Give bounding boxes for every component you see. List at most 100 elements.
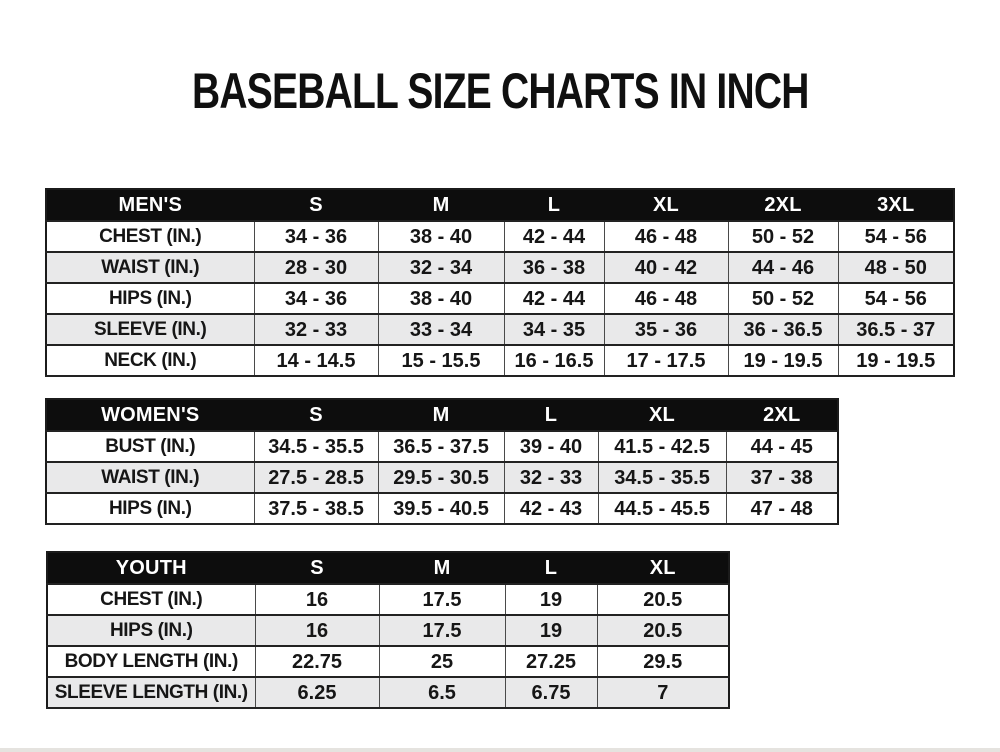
header-row: WOMEN'S S M L XL 2XL bbox=[45, 398, 839, 432]
value-cell: 6.75 bbox=[504, 676, 598, 709]
value-cell: 50 - 52 bbox=[727, 220, 839, 253]
value-cell: 47 - 48 bbox=[725, 492, 839, 525]
value-cell: 15 - 15.5 bbox=[377, 344, 505, 377]
value-cell: 37 - 38 bbox=[725, 461, 839, 494]
value-cell: 17.5 bbox=[378, 583, 506, 616]
value-cell: 6.5 bbox=[378, 676, 506, 709]
value-cell: 17 - 17.5 bbox=[603, 344, 729, 377]
value-cell: 34 - 36 bbox=[253, 220, 379, 253]
size-header-cell: M bbox=[377, 188, 505, 222]
table-row: CHEST (IN.) 16 17.5 19 20.5 bbox=[46, 583, 730, 616]
size-header-cell: M bbox=[377, 398, 505, 432]
value-cell: 46 - 48 bbox=[603, 220, 729, 253]
header-row: MEN'S S M L XL 2XL 3XL bbox=[45, 188, 955, 222]
value-cell: 42 - 43 bbox=[503, 492, 599, 525]
size-header-cell: L bbox=[504, 551, 598, 585]
value-cell: 36.5 - 37.5 bbox=[377, 430, 505, 463]
row-label-cell: SLEEVE (IN.) bbox=[45, 313, 255, 346]
header-row: YOUTH S M L XL bbox=[46, 551, 730, 585]
row-label-cell: CHEST (IN.) bbox=[45, 220, 255, 253]
size-header-cell: 2XL bbox=[727, 188, 839, 222]
value-cell: 34.5 - 35.5 bbox=[253, 430, 379, 463]
value-cell: 19 bbox=[504, 583, 598, 616]
value-cell: 42 - 44 bbox=[503, 282, 605, 315]
bottom-edge-strip bbox=[0, 748, 1000, 752]
value-cell: 54 - 56 bbox=[837, 220, 955, 253]
size-header-cell: 3XL bbox=[837, 188, 955, 222]
value-cell: 25 bbox=[378, 645, 506, 678]
value-cell: 44 - 46 bbox=[727, 251, 839, 284]
value-cell: 19 - 19.5 bbox=[837, 344, 955, 377]
size-header-cell: S bbox=[253, 188, 379, 222]
value-cell: 17.5 bbox=[378, 614, 506, 647]
value-cell: 34 - 36 bbox=[253, 282, 379, 315]
value-cell: 16 bbox=[254, 583, 380, 616]
value-cell: 54 - 56 bbox=[837, 282, 955, 315]
value-cell: 28 - 30 bbox=[253, 251, 379, 284]
table-row: WAIST (IN.) 28 - 30 32 - 34 36 - 38 40 - 42 4… bbox=[45, 251, 955, 284]
size-header-cell: XL bbox=[603, 188, 729, 222]
value-cell: 38 - 40 bbox=[377, 220, 505, 253]
value-cell: 34.5 - 35.5 bbox=[597, 461, 727, 494]
row-label-cell: WAIST (IN.) bbox=[45, 461, 255, 494]
table-row: HIPS (IN.) 37.5 - 38.5 39.5 - 40.5 42 - 43 4… bbox=[45, 492, 839, 525]
value-cell: 16 bbox=[254, 614, 380, 647]
value-cell: 29.5 bbox=[596, 645, 730, 678]
table-row: HIPS (IN.) 34 - 36 38 - 40 42 - 44 46 - 48 50… bbox=[45, 282, 955, 315]
value-cell: 38 - 40 bbox=[377, 282, 505, 315]
value-cell: 14 - 14.5 bbox=[253, 344, 379, 377]
row-label-cell: BUST (IN.) bbox=[45, 430, 255, 463]
value-cell: 32 - 34 bbox=[377, 251, 505, 284]
page-title: BASEBALL SIZE CHARTS IN INCH bbox=[191, 63, 809, 119]
row-label-cell: WAIST (IN.) bbox=[45, 251, 255, 284]
size-header-cell: S bbox=[254, 551, 380, 585]
value-cell: 36 - 38 bbox=[503, 251, 605, 284]
table-title-cell: MEN'S bbox=[45, 188, 255, 222]
value-cell: 34 - 35 bbox=[503, 313, 605, 346]
table-title-cell: YOUTH bbox=[46, 551, 256, 585]
value-cell: 39.5 - 40.5 bbox=[377, 492, 505, 525]
value-cell: 37.5 - 38.5 bbox=[253, 492, 379, 525]
value-cell: 19 - 19.5 bbox=[727, 344, 839, 377]
table-row: NECK (IN.) 14 - 14.5 15 - 15.5 16 - 16.5 17 … bbox=[45, 344, 955, 377]
value-cell: 33 - 34 bbox=[377, 313, 505, 346]
value-cell: 29.5 - 30.5 bbox=[377, 461, 505, 494]
womens-size-table: WOMEN'S S M L XL 2XL BUST (IN.) 34.5 - 35.5 36.5… bbox=[45, 398, 839, 525]
size-header-cell: S bbox=[253, 398, 379, 432]
value-cell: 7 bbox=[596, 676, 730, 709]
title-wrap: BASEBALL SIZE CHARTS IN INCH bbox=[0, 62, 1000, 120]
row-label-cell: HIPS (IN.) bbox=[45, 492, 255, 525]
row-label-cell: SLEEVE LENGTH (IN.) bbox=[46, 676, 256, 709]
table-row: BUST (IN.) 34.5 - 35.5 36.5 - 37.5 39 - 40 4… bbox=[45, 430, 839, 463]
row-label-cell: HIPS (IN.) bbox=[45, 282, 255, 315]
row-label-cell: HIPS (IN.) bbox=[46, 614, 256, 647]
value-cell: 36 - 36.5 bbox=[727, 313, 839, 346]
value-cell: 27.25 bbox=[504, 645, 598, 678]
value-cell: 39 - 40 bbox=[503, 430, 599, 463]
size-header-cell: XL bbox=[596, 551, 730, 585]
value-cell: 20.5 bbox=[596, 583, 730, 616]
value-cell: 44.5 - 45.5 bbox=[597, 492, 727, 525]
size-header-cell: XL bbox=[597, 398, 727, 432]
value-cell: 50 - 52 bbox=[727, 282, 839, 315]
value-cell: 16 - 16.5 bbox=[503, 344, 605, 377]
value-cell: 36.5 - 37 bbox=[837, 313, 955, 346]
value-cell: 48 - 50 bbox=[837, 251, 955, 284]
size-header-cell: 2XL bbox=[725, 398, 839, 432]
table-title-cell: WOMEN'S bbox=[45, 398, 255, 432]
value-cell: 32 - 33 bbox=[253, 313, 379, 346]
table-row: SLEEVE LENGTH (IN.) 6.25 6.5 6.75 7 bbox=[46, 676, 730, 709]
table-row: CHEST (IN.) 34 - 36 38 - 40 42 - 44 46 - 48 5… bbox=[45, 220, 955, 253]
value-cell: 19 bbox=[504, 614, 598, 647]
value-cell: 32 - 33 bbox=[503, 461, 599, 494]
table-row: WAIST (IN.) 27.5 - 28.5 29.5 - 30.5 32 - 33… bbox=[45, 461, 839, 494]
size-header-cell: M bbox=[378, 551, 506, 585]
value-cell: 41.5 - 42.5 bbox=[597, 430, 727, 463]
mens-size-table: MEN'S S M L XL 2XL 3XL CHEST (IN.) 34 - 36 38 - 4… bbox=[45, 188, 955, 377]
row-label-cell: NECK (IN.) bbox=[45, 344, 255, 377]
value-cell: 22.75 bbox=[254, 645, 380, 678]
table-row: BODY LENGTH (IN.) 22.75 25 27.25 29.5 bbox=[46, 645, 730, 678]
size-header-cell: L bbox=[503, 188, 605, 222]
value-cell: 35 - 36 bbox=[603, 313, 729, 346]
